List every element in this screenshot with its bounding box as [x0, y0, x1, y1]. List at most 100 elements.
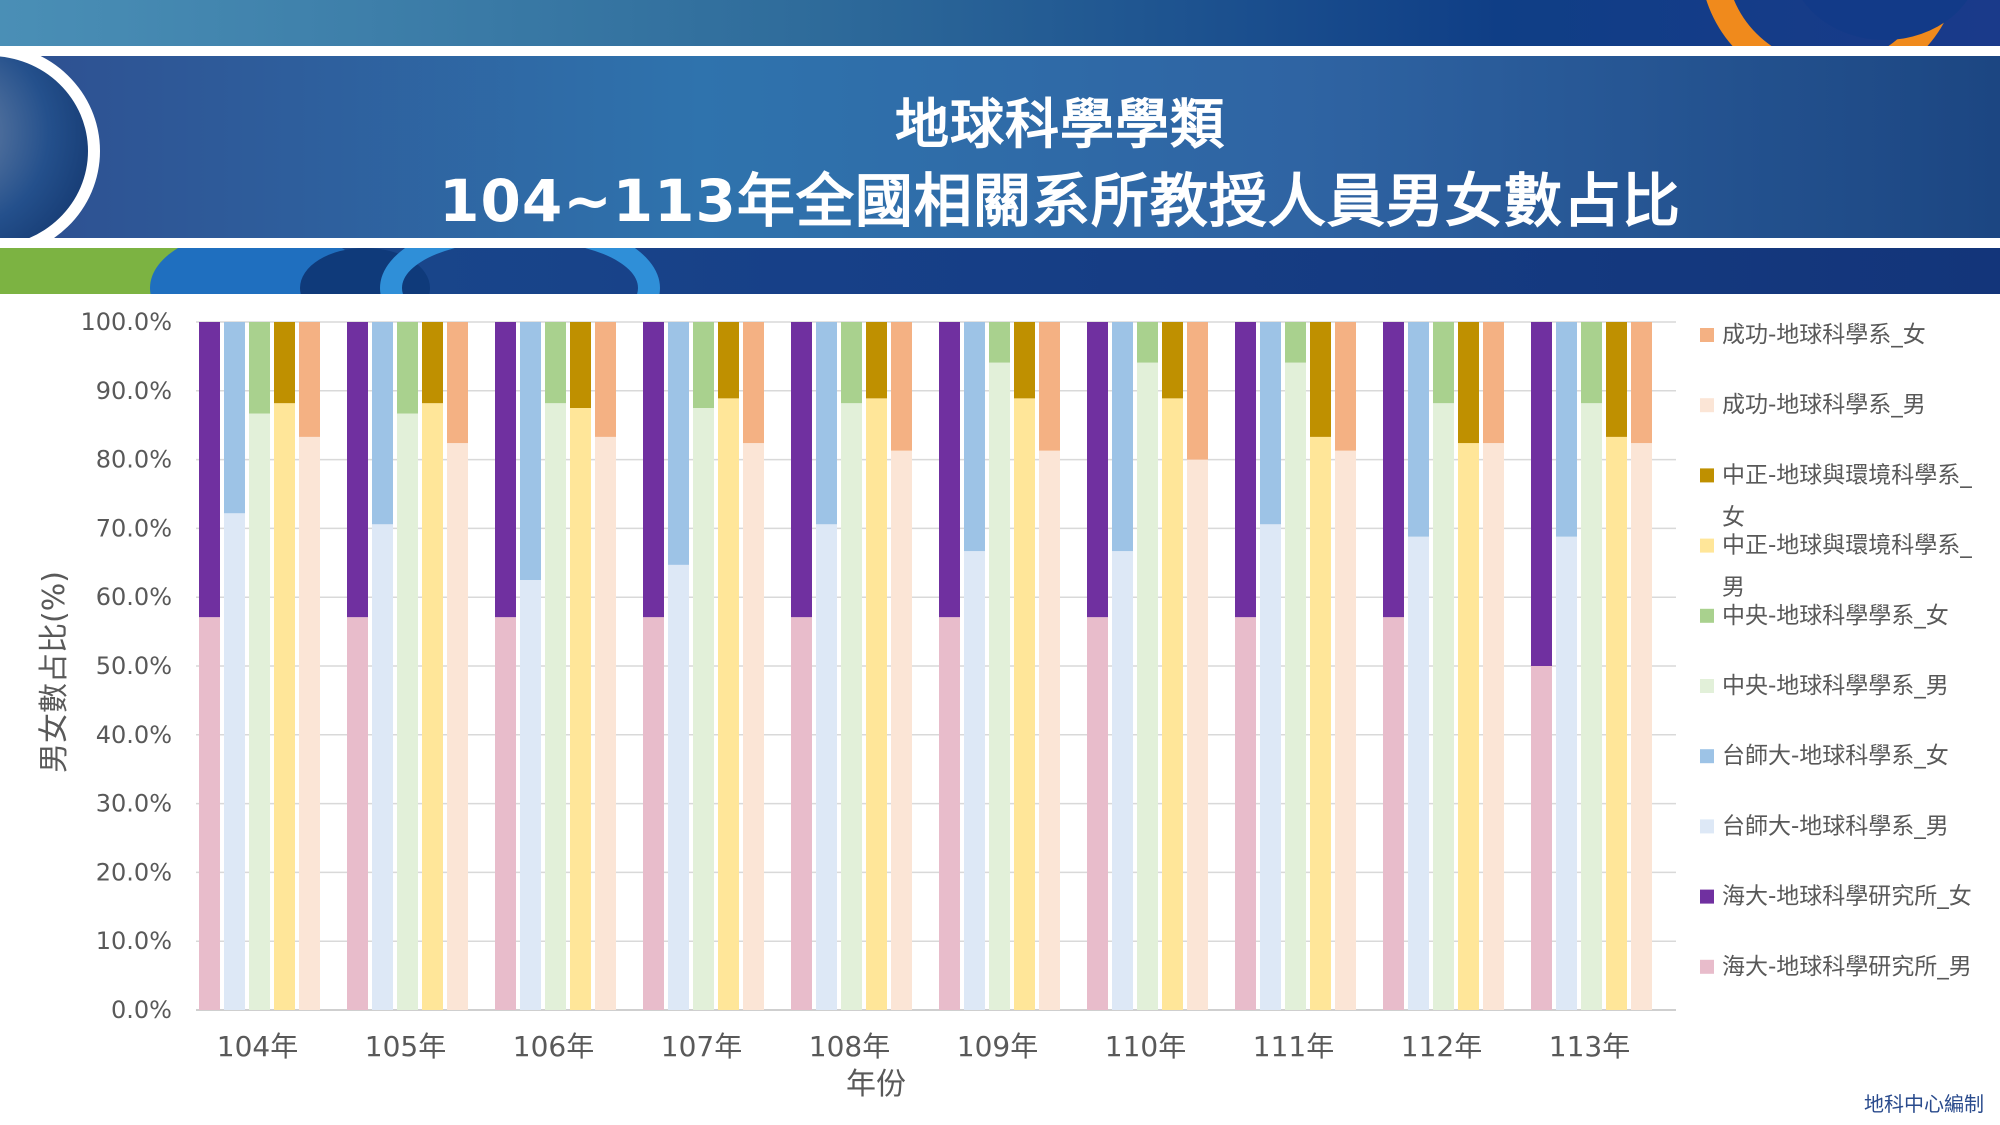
bar-segment-female — [1458, 322, 1479, 444]
bar-segment-male — [545, 403, 566, 1011]
bar-segment-female — [1039, 322, 1060, 451]
bar-segment-male — [891, 450, 912, 1010]
bar-segment-female — [1631, 322, 1652, 444]
bar-segment-male — [1581, 403, 1602, 1011]
bar-segment-female — [422, 322, 443, 404]
x-tick-label: 105年 — [365, 1030, 446, 1063]
legend-label: 中正-地球與環境科學系_女 — [1722, 462, 1972, 530]
bar-segment-female — [989, 322, 1010, 363]
y-tick-label: 100.0% — [80, 308, 172, 336]
stacked-bar-chart: 0.0% 10.0% 20.0% 30.0% 40.0% 50.0% 60.0% 70.0% 8… — [37, 308, 1972, 1102]
bar-segment-male — [939, 617, 960, 1010]
legend-swatch — [1700, 959, 1714, 974]
bar-segment-female — [743, 322, 764, 444]
bar-segment-female — [1581, 322, 1602, 404]
bar-segment-male — [1235, 617, 1256, 1010]
bar-segment-male — [791, 617, 812, 1010]
bar-segment-male — [1039, 450, 1060, 1010]
bar-segment-female — [249, 322, 270, 414]
bar-segment-female — [791, 322, 812, 618]
bar-segment-female — [1260, 322, 1281, 525]
bar-segment-female — [866, 322, 887, 399]
legend-swatch — [1700, 468, 1714, 483]
y-tick-label: 0.0% — [111, 996, 172, 1024]
x-tick-label: 109年 — [957, 1030, 1038, 1063]
y-tick-label: 30.0% — [96, 790, 172, 818]
bar-segment-female — [891, 322, 912, 451]
legend-swatch — [1700, 819, 1714, 834]
bar-segment-female — [1014, 322, 1035, 399]
page-title-line1: 地球科學學類 — [895, 93, 1225, 156]
y-tick-label: 10.0% — [96, 927, 172, 955]
legend-swatch — [1700, 749, 1714, 764]
bar-segment-female — [1162, 322, 1183, 399]
bar-segment-female — [1137, 322, 1158, 363]
bar-segment-female — [964, 322, 985, 552]
x-tick-label: 107年 — [661, 1030, 742, 1063]
bar-segment-female — [372, 322, 393, 525]
bar-segment-male — [520, 580, 541, 1010]
blue-ring-decoration — [380, 248, 660, 294]
bar-segment-female — [1285, 322, 1306, 363]
bar-segment-male — [570, 408, 591, 1010]
bar-segment-male — [249, 413, 270, 1010]
bar-segment-female — [1335, 322, 1356, 451]
bar-segment-male — [1408, 536, 1429, 1010]
bar-segment-female — [841, 322, 862, 404]
x-tick-label: 106年 — [513, 1030, 594, 1063]
bar-segment-male — [1285, 362, 1306, 1010]
bar-segment-female — [1483, 322, 1504, 444]
bar-segment-male — [1606, 436, 1627, 1010]
bar-segment-male — [372, 524, 393, 1010]
bar-segment-male — [1162, 398, 1183, 1010]
bar-segment-male — [1112, 551, 1133, 1010]
bar-segment-female — [1187, 322, 1208, 460]
bar-segment-male — [199, 617, 220, 1010]
y-tick-label: 50.0% — [96, 652, 172, 680]
y-tick-label: 90.0% — [96, 377, 172, 405]
legend-swatch — [1700, 538, 1714, 553]
y-tick-label: 80.0% — [96, 446, 172, 474]
x-tick-label: 108年 — [809, 1030, 890, 1063]
bar-segment-female — [495, 322, 516, 618]
x-tick-label: 111年 — [1253, 1030, 1334, 1063]
bar-segment-male — [718, 398, 739, 1010]
x-tick-label: 104年 — [217, 1030, 298, 1063]
bar-segment-female — [1112, 322, 1133, 552]
y-tick-label: 20.0% — [96, 858, 172, 886]
y-tick-label: 70.0% — [96, 514, 172, 542]
legend-label: 成功-地球科學系_男 — [1722, 392, 1926, 418]
bar-segment-male — [643, 617, 664, 1010]
bar-segment-male — [1556, 536, 1577, 1010]
bar-segment-male — [693, 408, 714, 1010]
bar-segment-female — [397, 322, 418, 414]
bar-segment-male — [347, 617, 368, 1010]
bar-segment-male — [743, 443, 764, 1010]
bar-segment-female — [199, 322, 220, 618]
decorative-band — [0, 248, 2000, 294]
bar-segment-male — [1531, 666, 1552, 1010]
legend-label: 中央-地球科學學系_女 — [1722, 603, 1949, 629]
bar-segment-female — [1408, 322, 1429, 537]
legend-swatch — [1700, 679, 1714, 693]
y-axis-title: 男女數占比(%) — [37, 571, 72, 773]
bar-segment-female — [668, 322, 689, 565]
bar-segment-male — [841, 403, 862, 1011]
credit-text: 地科中心編制 — [1864, 1092, 1984, 1116]
bar-segment-female — [447, 322, 468, 444]
legend-label: 中央-地球科學學系_男 — [1722, 673, 1949, 699]
bar-segment-male — [422, 403, 443, 1011]
bar-segment-male — [1483, 443, 1504, 1010]
bar-segment-female — [570, 322, 591, 408]
bar-segment-male — [964, 551, 985, 1010]
bar-segment-female — [939, 322, 960, 618]
legend-label: 中正-地球與環境科學系_男 — [1722, 533, 1972, 601]
bar-segment-male — [1087, 617, 1108, 1010]
bar-segment-male — [495, 617, 516, 1010]
bar-segment-male — [1137, 362, 1158, 1010]
bar-segment-female — [1606, 322, 1627, 437]
bar-segment-male — [397, 413, 418, 1010]
bar-segment-female — [643, 322, 664, 618]
x-tick-label: 113年 — [1549, 1030, 1630, 1063]
bar-segment-female — [224, 322, 245, 514]
